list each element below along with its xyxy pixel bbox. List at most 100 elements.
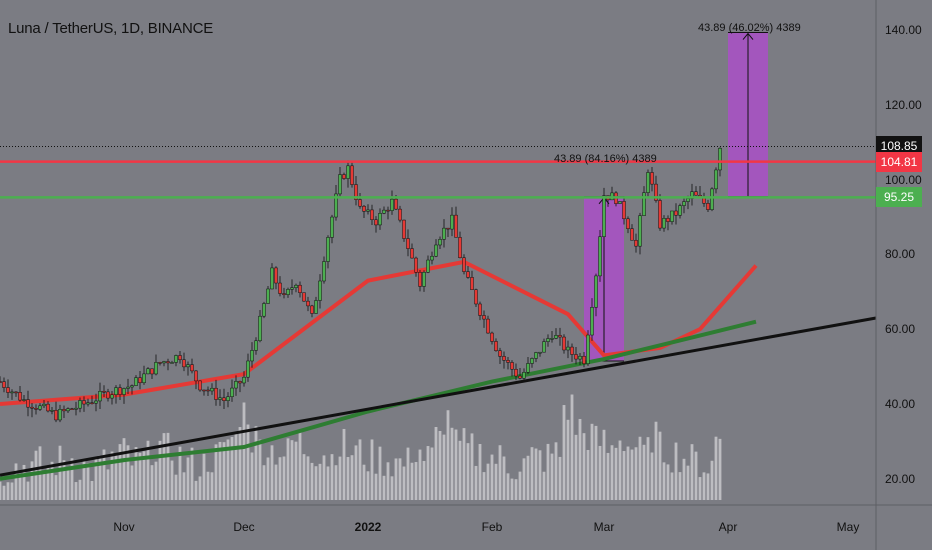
- candle-body: [302, 292, 306, 302]
- candle-body: [154, 362, 158, 375]
- volume-bar: [98, 455, 102, 500]
- volume-bar: [718, 438, 722, 500]
- volume-bar: [546, 443, 550, 500]
- volume-bar: [262, 465, 266, 500]
- volume-bar: [238, 427, 242, 500]
- volume-bar: [458, 440, 462, 500]
- volume-bar: [394, 458, 398, 500]
- candle-body: [350, 165, 354, 185]
- candle-body: [634, 239, 638, 247]
- volume-bar: [442, 434, 446, 500]
- candle-body: [338, 174, 342, 195]
- candle-body: [650, 172, 654, 185]
- volume-bar: [54, 475, 58, 500]
- candle-body: [330, 216, 334, 238]
- volume-bar: [218, 441, 222, 500]
- candle-body: [318, 280, 322, 301]
- candle-body: [526, 363, 530, 373]
- volume-bar: [14, 463, 18, 500]
- volume-bar: [158, 440, 162, 500]
- candle-body: [26, 399, 30, 408]
- candle-body: [674, 210, 678, 216]
- candle-body: [418, 271, 422, 287]
- volume-bar: [430, 447, 434, 500]
- candle-body: [66, 408, 70, 412]
- volume-bar: [354, 445, 358, 500]
- volume-bar: [558, 456, 562, 500]
- candle-body: [414, 257, 418, 273]
- candle-body: [718, 147, 722, 171]
- volume-bar: [494, 463, 498, 500]
- candle-body: [202, 389, 206, 392]
- candle-body: [558, 335, 562, 338]
- volume-bar: [106, 469, 110, 500]
- candle-body: [578, 355, 582, 360]
- volume-bar: [466, 443, 470, 500]
- volume-bar: [638, 436, 642, 500]
- candle-body: [490, 332, 494, 342]
- volume-bar: [614, 447, 618, 500]
- volume-bar: [426, 446, 430, 500]
- volume-bar: [126, 445, 130, 500]
- volume-bar: [74, 482, 78, 500]
- volume-bar: [202, 453, 206, 500]
- volume-bar: [374, 473, 378, 500]
- volume-bar: [382, 475, 386, 500]
- volume-bar: [258, 439, 262, 500]
- candle-body: [566, 346, 570, 351]
- candle-body: [278, 282, 282, 294]
- candle-body: [466, 271, 470, 278]
- volume-bar: [622, 451, 626, 500]
- candle-body: [114, 387, 118, 395]
- candle-body: [454, 214, 458, 238]
- candle-body: [94, 400, 98, 404]
- volume-bars: [0, 394, 722, 500]
- candle-body: [342, 174, 346, 179]
- volume-bar: [162, 433, 166, 500]
- volume-bar: [286, 438, 290, 500]
- volume-bar: [130, 465, 134, 500]
- volume-bar: [266, 457, 270, 500]
- volume-bar: [290, 440, 294, 500]
- candle-body: [162, 361, 166, 364]
- volume-bar: [94, 458, 98, 500]
- candle-body: [270, 267, 274, 290]
- volume-bar: [134, 447, 138, 500]
- volume-bar: [642, 444, 646, 500]
- volume-bar: [318, 463, 322, 500]
- candle-body: [470, 277, 474, 290]
- volume-bar: [682, 458, 686, 500]
- volume-bar: [362, 464, 366, 500]
- candle-body: [378, 213, 382, 226]
- volume-bar: [390, 476, 394, 500]
- candle-body: [90, 402, 94, 404]
- candle-body: [554, 335, 558, 339]
- candle-body: [142, 373, 146, 384]
- volume-bar: [674, 442, 678, 500]
- candle-body: [82, 400, 86, 405]
- volume-bar: [62, 460, 66, 500]
- y-tick-label: 80.00: [885, 247, 916, 262]
- volume-bar: [230, 437, 234, 500]
- candle-body: [62, 409, 66, 412]
- volume-bar: [574, 434, 578, 500]
- y-tick-label: 20.00: [885, 471, 916, 486]
- candle-body: [98, 391, 102, 402]
- candle-body: [2, 381, 6, 388]
- candle-body: [714, 169, 718, 190]
- candle-body: [78, 400, 82, 409]
- candle-body: [546, 338, 550, 342]
- volume-bar: [542, 471, 546, 500]
- candle-body: [238, 381, 242, 384]
- candle-body: [654, 183, 658, 201]
- x-tick-label: Mar: [593, 520, 615, 534]
- volume-bar: [418, 449, 422, 500]
- volume-bar: [254, 426, 258, 500]
- volume-bar: [578, 418, 582, 500]
- volume-bar: [18, 473, 22, 500]
- candle-body: [710, 188, 714, 210]
- candle-body: [538, 351, 542, 354]
- candle-body: [422, 272, 426, 287]
- candle-body: [126, 386, 130, 389]
